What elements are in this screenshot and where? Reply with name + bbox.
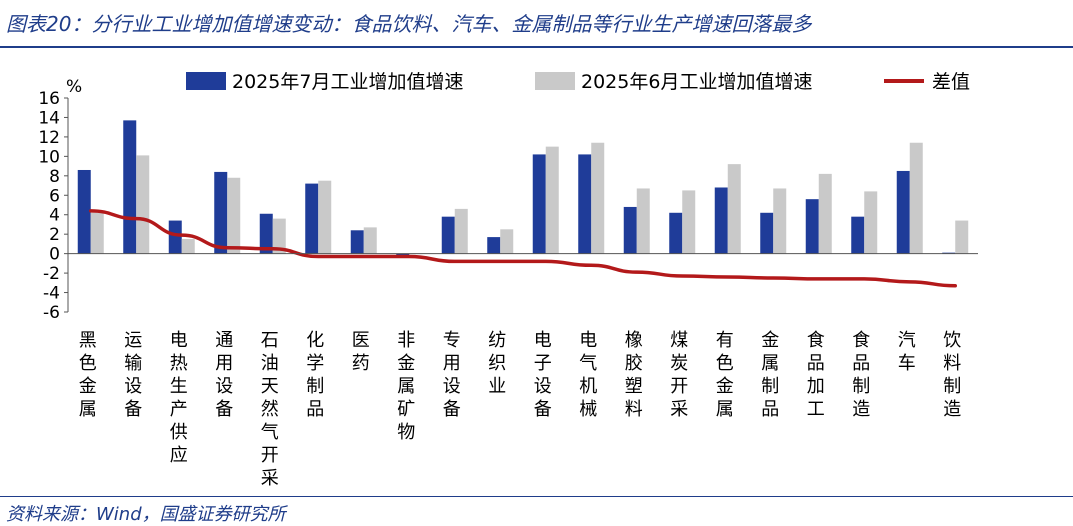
bar-jun <box>181 239 195 254</box>
bar-jun <box>90 212 104 254</box>
bar-jun <box>545 146 559 254</box>
x-tick-label: 专用设备 <box>443 330 461 420</box>
x-axis: 黑色金属 运输设备 电热生产供应 通用设备 石油天然气开采 化学制品 医药 非金属矿物 专用设备… <box>68 253 978 489</box>
bar-jul <box>350 230 364 254</box>
legend-swatch <box>186 72 226 90</box>
legend-item-0: 2025年7月工业增加值增速 <box>186 71 463 93</box>
y-tick-label: 4 <box>49 206 60 226</box>
legend-label: 差值 <box>932 71 970 93</box>
y-tick-label: 16 <box>38 89 60 109</box>
bar-jul <box>123 120 137 254</box>
footer-rule <box>0 496 1073 497</box>
bar-jul <box>896 170 910 254</box>
x-tick-label: 黑色金属 <box>79 330 97 420</box>
bar-jul <box>669 212 683 254</box>
bar-jun <box>227 177 241 254</box>
x-tick-label: 电热生产供应 <box>170 330 188 466</box>
y-tick-label: -4 <box>43 284 60 304</box>
legend-item-1: 2025年6月工业增加值增速 <box>535 71 812 93</box>
x-tick-label: 运输设备 <box>124 330 142 420</box>
bar-jun <box>363 227 377 254</box>
y-tick-label: -6 <box>43 303 60 323</box>
x-tick-label: 食品制造 <box>852 330 870 420</box>
bar-jun <box>818 173 832 254</box>
bar-jul <box>168 220 182 254</box>
bar-jul <box>623 206 637 254</box>
bar-jun <box>727 164 741 254</box>
x-tick-label: 非金属矿物 <box>397 330 415 443</box>
title-rule <box>0 46 1073 48</box>
x-tick-label: 汽车 <box>898 330 916 374</box>
bar-jun <box>909 142 923 254</box>
x-tick-label: 石油天然气开采 <box>261 330 279 489</box>
y-tick-label: 0 <box>49 245 60 265</box>
bar-jun <box>454 208 468 254</box>
y-tick-label: 8 <box>49 167 60 187</box>
legend-swatch <box>535 72 575 90</box>
x-tick-label: 电气机械 <box>579 330 597 420</box>
x-tick-label: 通用设备 <box>215 330 233 420</box>
bar-jul <box>441 216 455 254</box>
bar-jun <box>500 229 514 254</box>
bar-jul <box>532 154 546 254</box>
x-tick-label: 煤炭开采 <box>670 330 688 420</box>
bar-jun <box>864 191 878 254</box>
y-tick-label: -2 <box>43 264 60 284</box>
bar-jul <box>259 213 273 254</box>
x-tick-label: 有色金属 <box>716 330 734 420</box>
y-axis-unit: % <box>66 77 82 97</box>
x-tick-label: 食品加工 <box>807 330 825 420</box>
y-tick-label: 12 <box>38 128 60 148</box>
diff-line <box>89 209 957 288</box>
y-tick-label: 6 <box>49 186 60 206</box>
bar-jun <box>591 142 605 254</box>
chart-title: 图表20：分行业工业增加值增速变动：食品饮料、汽车、金属制品等行业生产增速回落最… <box>6 12 812 36</box>
x-tick-label: 纺织业 <box>488 330 506 397</box>
legend: 2025年7月工业增加值增速 2025年6月工业增加值增速 差值 <box>186 71 970 93</box>
bar-jul <box>305 183 319 254</box>
bar-jun <box>773 188 787 254</box>
bar-jul <box>851 216 865 254</box>
bar-jul <box>214 171 228 254</box>
legend-label: 2025年7月工业增加值增速 <box>232 71 463 93</box>
y-tick-label: 14 <box>38 108 60 128</box>
x-tick-label: 饮料制造 <box>943 330 961 420</box>
legend-item-2: 差值 <box>884 71 970 93</box>
x-tick-label: 橡胶塑料 <box>625 330 643 420</box>
chart: 2025年7月工业增加值增速 2025年6月工业增加值增速 差值 161412108… <box>38 71 978 489</box>
bar-jul <box>77 169 91 254</box>
bar-jun <box>682 190 696 254</box>
y-tick-label: 10 <box>38 147 60 167</box>
x-tick-label: 化学制品 <box>306 330 324 420</box>
bar-jun <box>955 220 969 254</box>
source-note: 资料来源：Wind，国盛证券研究所 <box>6 504 286 525</box>
bars <box>77 120 969 257</box>
y-tick-label: 2 <box>49 225 60 245</box>
bar-jul <box>487 237 501 254</box>
x-tick-label: 金属制品 <box>761 330 779 420</box>
diff-line-group <box>89 209 957 288</box>
bar-jun <box>272 218 286 254</box>
legend-label: 2025年6月工业增加值增速 <box>581 71 812 93</box>
bar-jun <box>136 155 150 254</box>
bar-jun <box>318 180 332 254</box>
x-tick-label: 医药 <box>352 330 370 374</box>
bar-jun <box>636 188 650 254</box>
x-tick-label: 电子设备 <box>534 330 552 420</box>
bar-jul <box>578 154 592 254</box>
bar-jul <box>805 199 819 254</box>
bar-jul <box>760 212 774 254</box>
bar-jul <box>714 187 728 254</box>
